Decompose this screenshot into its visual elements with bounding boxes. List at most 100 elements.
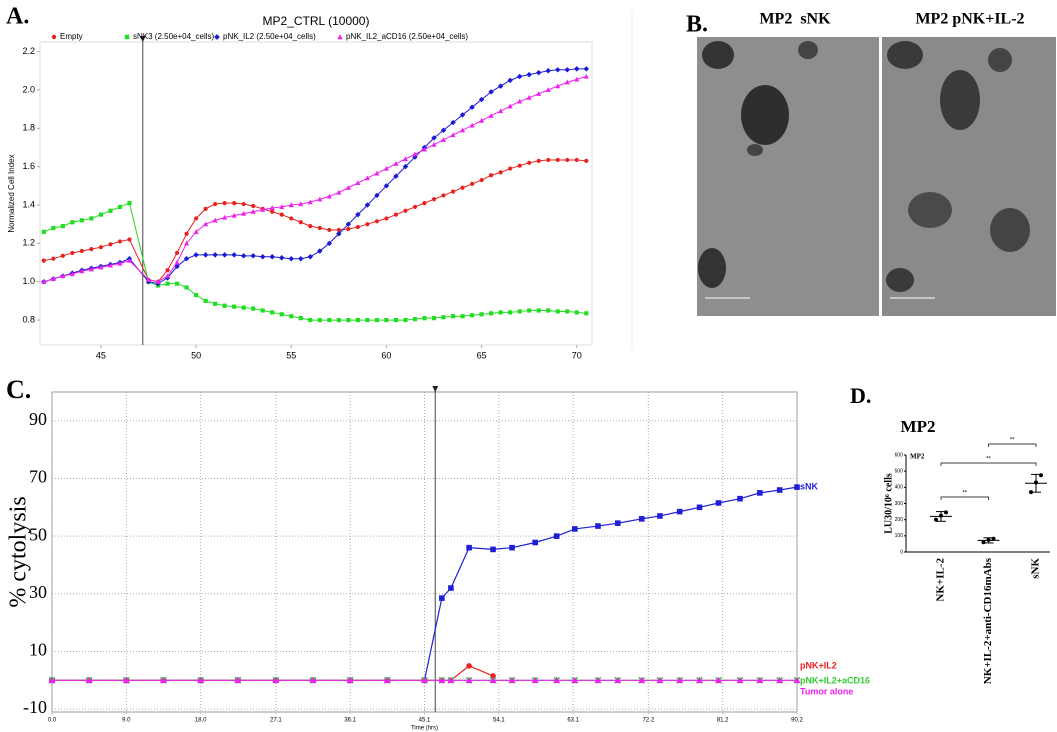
image-caption: MP2 sNK xyxy=(759,11,831,28)
marker xyxy=(594,676,602,684)
marker xyxy=(676,508,683,515)
y-tick-label: 1.4 xyxy=(22,199,35,209)
marker xyxy=(98,212,104,217)
marker xyxy=(336,227,341,233)
marker xyxy=(234,676,242,684)
marker xyxy=(431,135,437,141)
marker xyxy=(421,676,428,684)
micrograph xyxy=(697,37,1056,316)
marker xyxy=(241,305,246,310)
marker xyxy=(203,206,208,211)
x-tick-label: 50 xyxy=(191,350,201,360)
marker xyxy=(497,83,504,89)
plot-frame xyxy=(39,41,593,346)
y-tick-label: 200 xyxy=(895,517,904,523)
marker xyxy=(232,304,237,309)
y-tick-label: 10 xyxy=(29,640,47,660)
marker xyxy=(213,201,218,207)
marker xyxy=(155,278,161,284)
cell-cluster xyxy=(940,70,980,130)
marker xyxy=(383,183,390,189)
marker xyxy=(260,207,266,212)
cell-cluster xyxy=(908,192,952,228)
x-tick-label: NK+IL-2+anti-CD16mAbs xyxy=(982,557,994,684)
marker xyxy=(508,166,513,171)
marker xyxy=(251,306,256,311)
marker xyxy=(450,119,456,126)
marker xyxy=(555,67,561,73)
marker xyxy=(88,266,94,272)
marker xyxy=(174,250,180,256)
x-tick-label: 63.1 xyxy=(567,718,579,724)
marker xyxy=(526,71,532,78)
y-tick-label: 1.8 xyxy=(22,123,35,133)
marker xyxy=(70,250,75,256)
data-point xyxy=(1039,473,1043,478)
micrograph-left xyxy=(697,37,879,316)
panel-label: C. xyxy=(6,375,31,404)
marker xyxy=(383,165,389,171)
marker xyxy=(279,312,284,317)
y-tick-label: 500 xyxy=(895,468,904,474)
marker xyxy=(165,273,171,279)
marker xyxy=(79,268,85,274)
marker xyxy=(346,317,351,323)
marker xyxy=(60,253,65,258)
marker xyxy=(60,273,66,279)
marker xyxy=(221,252,228,258)
x-tick-label: 72.2 xyxy=(642,718,654,724)
marker xyxy=(174,259,180,265)
marker xyxy=(308,224,313,229)
marker xyxy=(466,544,472,551)
marker xyxy=(490,673,496,679)
data-point xyxy=(934,517,938,522)
marker xyxy=(422,316,427,321)
marker xyxy=(251,203,256,209)
event-marker xyxy=(139,36,146,42)
marker xyxy=(508,676,516,684)
marker xyxy=(365,222,370,227)
marker xyxy=(222,200,227,206)
x-tick-label: 81.2 xyxy=(717,718,729,724)
marker xyxy=(614,520,621,526)
y-tick-label: 90 xyxy=(29,409,47,429)
marker xyxy=(460,127,466,133)
series-label: pNK+IL2 xyxy=(800,660,837,670)
marker xyxy=(345,221,352,227)
significance-label: ** xyxy=(1010,438,1015,444)
marker xyxy=(553,533,560,539)
marker xyxy=(584,311,589,316)
marker xyxy=(564,67,570,73)
y-tick-label: 1.2 xyxy=(22,238,35,248)
cell-cluster xyxy=(886,268,914,292)
marker xyxy=(546,157,551,163)
chart-title: MP2_CTRL (10000) xyxy=(263,14,370,28)
marker xyxy=(412,151,418,157)
marker xyxy=(98,245,104,250)
marker xyxy=(346,226,351,232)
marker xyxy=(412,317,418,322)
cell-cluster xyxy=(741,85,789,145)
marker xyxy=(469,122,475,128)
marker xyxy=(355,211,361,218)
marker xyxy=(489,173,494,178)
marker xyxy=(450,189,456,194)
marker xyxy=(184,240,190,246)
marker xyxy=(203,298,208,303)
y-axis-label: LU30/10⁶ cells xyxy=(883,473,894,534)
marker xyxy=(508,310,513,315)
marker xyxy=(545,87,551,93)
panel-label: D. xyxy=(850,383,871,408)
x-tick-label: 90.2 xyxy=(791,718,803,724)
marker xyxy=(232,200,237,206)
marker xyxy=(527,160,532,165)
marker xyxy=(469,181,475,187)
marker xyxy=(527,308,532,313)
marker xyxy=(431,197,437,202)
panel-label: B. xyxy=(686,12,708,38)
marker xyxy=(574,66,580,72)
significance-bracket xyxy=(940,462,1037,466)
marker xyxy=(402,163,409,170)
marker xyxy=(737,495,743,502)
